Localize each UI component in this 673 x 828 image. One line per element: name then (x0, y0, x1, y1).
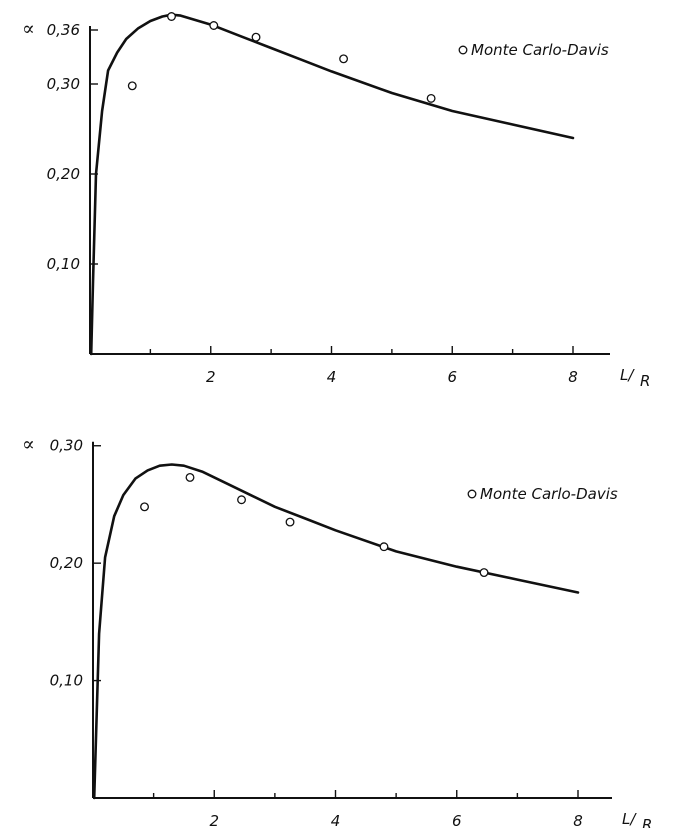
x-tick-label: 2 (206, 368, 216, 386)
y-tick-label: 0,10 (50, 672, 83, 690)
y-tick-label: 0,30 (50, 437, 83, 455)
theory-curve (92, 463, 580, 800)
monte-carlo-point (251, 32, 261, 42)
monte-carlo-point (479, 568, 489, 578)
monte-carlo-point (379, 542, 389, 552)
x-tick-label: 6 (447, 368, 457, 386)
monte-carlo-point (426, 93, 436, 103)
x-axis-label-sub: R (642, 816, 652, 828)
x-tick-label: 8 (573, 812, 583, 828)
theory-curve (89, 13, 575, 356)
legend-label: Monte Carlo-Davis (480, 485, 618, 503)
legend-label: Monte Carlo-Davis (471, 41, 609, 59)
y-tick-label: 0,20 (47, 165, 80, 183)
monte-carlo-point (127, 81, 137, 91)
monte-carlo-point (285, 517, 295, 527)
chart-bottom: 2 4 6 8 0,10 0,20 0,30 ∝ L/R Monte Carlo-Davis (22, 434, 652, 828)
x-tick-label: 6 (452, 812, 462, 828)
y-axis-label: ∝ (22, 434, 35, 456)
x-tick-label: 4 (331, 812, 341, 828)
chart-top: 2 4 6 8 0,10 0,20 0,30 0,36 ∝ L/R Monte Carlo-Davi… (22, 12, 650, 390)
x-axis-label: L/ (620, 366, 635, 384)
monte-carlo-point (167, 12, 176, 21)
y-tick-label: 0,10 (47, 255, 80, 273)
y-tick-label: 0,30 (47, 75, 80, 93)
y-axis-label: ∝ (22, 18, 35, 40)
x-tick-label: 4 (327, 368, 337, 386)
monte-carlo-point (209, 21, 219, 30)
x-axis-label: L/ (622, 810, 637, 828)
monte-carlo-point (339, 54, 349, 64)
y-tick-label: 0,36 (47, 21, 80, 39)
monte-carlo-point (140, 502, 149, 512)
monte-carlo-point (237, 495, 246, 505)
x-tick-label: 2 (209, 812, 219, 828)
monte-carlo-point (185, 472, 195, 482)
y-tick-label: 0,20 (50, 554, 83, 572)
legend-marker (458, 45, 468, 55)
x-axis-label-sub: R (640, 372, 650, 390)
legend-marker (467, 489, 477, 499)
x-tick-label: 8 (568, 368, 578, 386)
